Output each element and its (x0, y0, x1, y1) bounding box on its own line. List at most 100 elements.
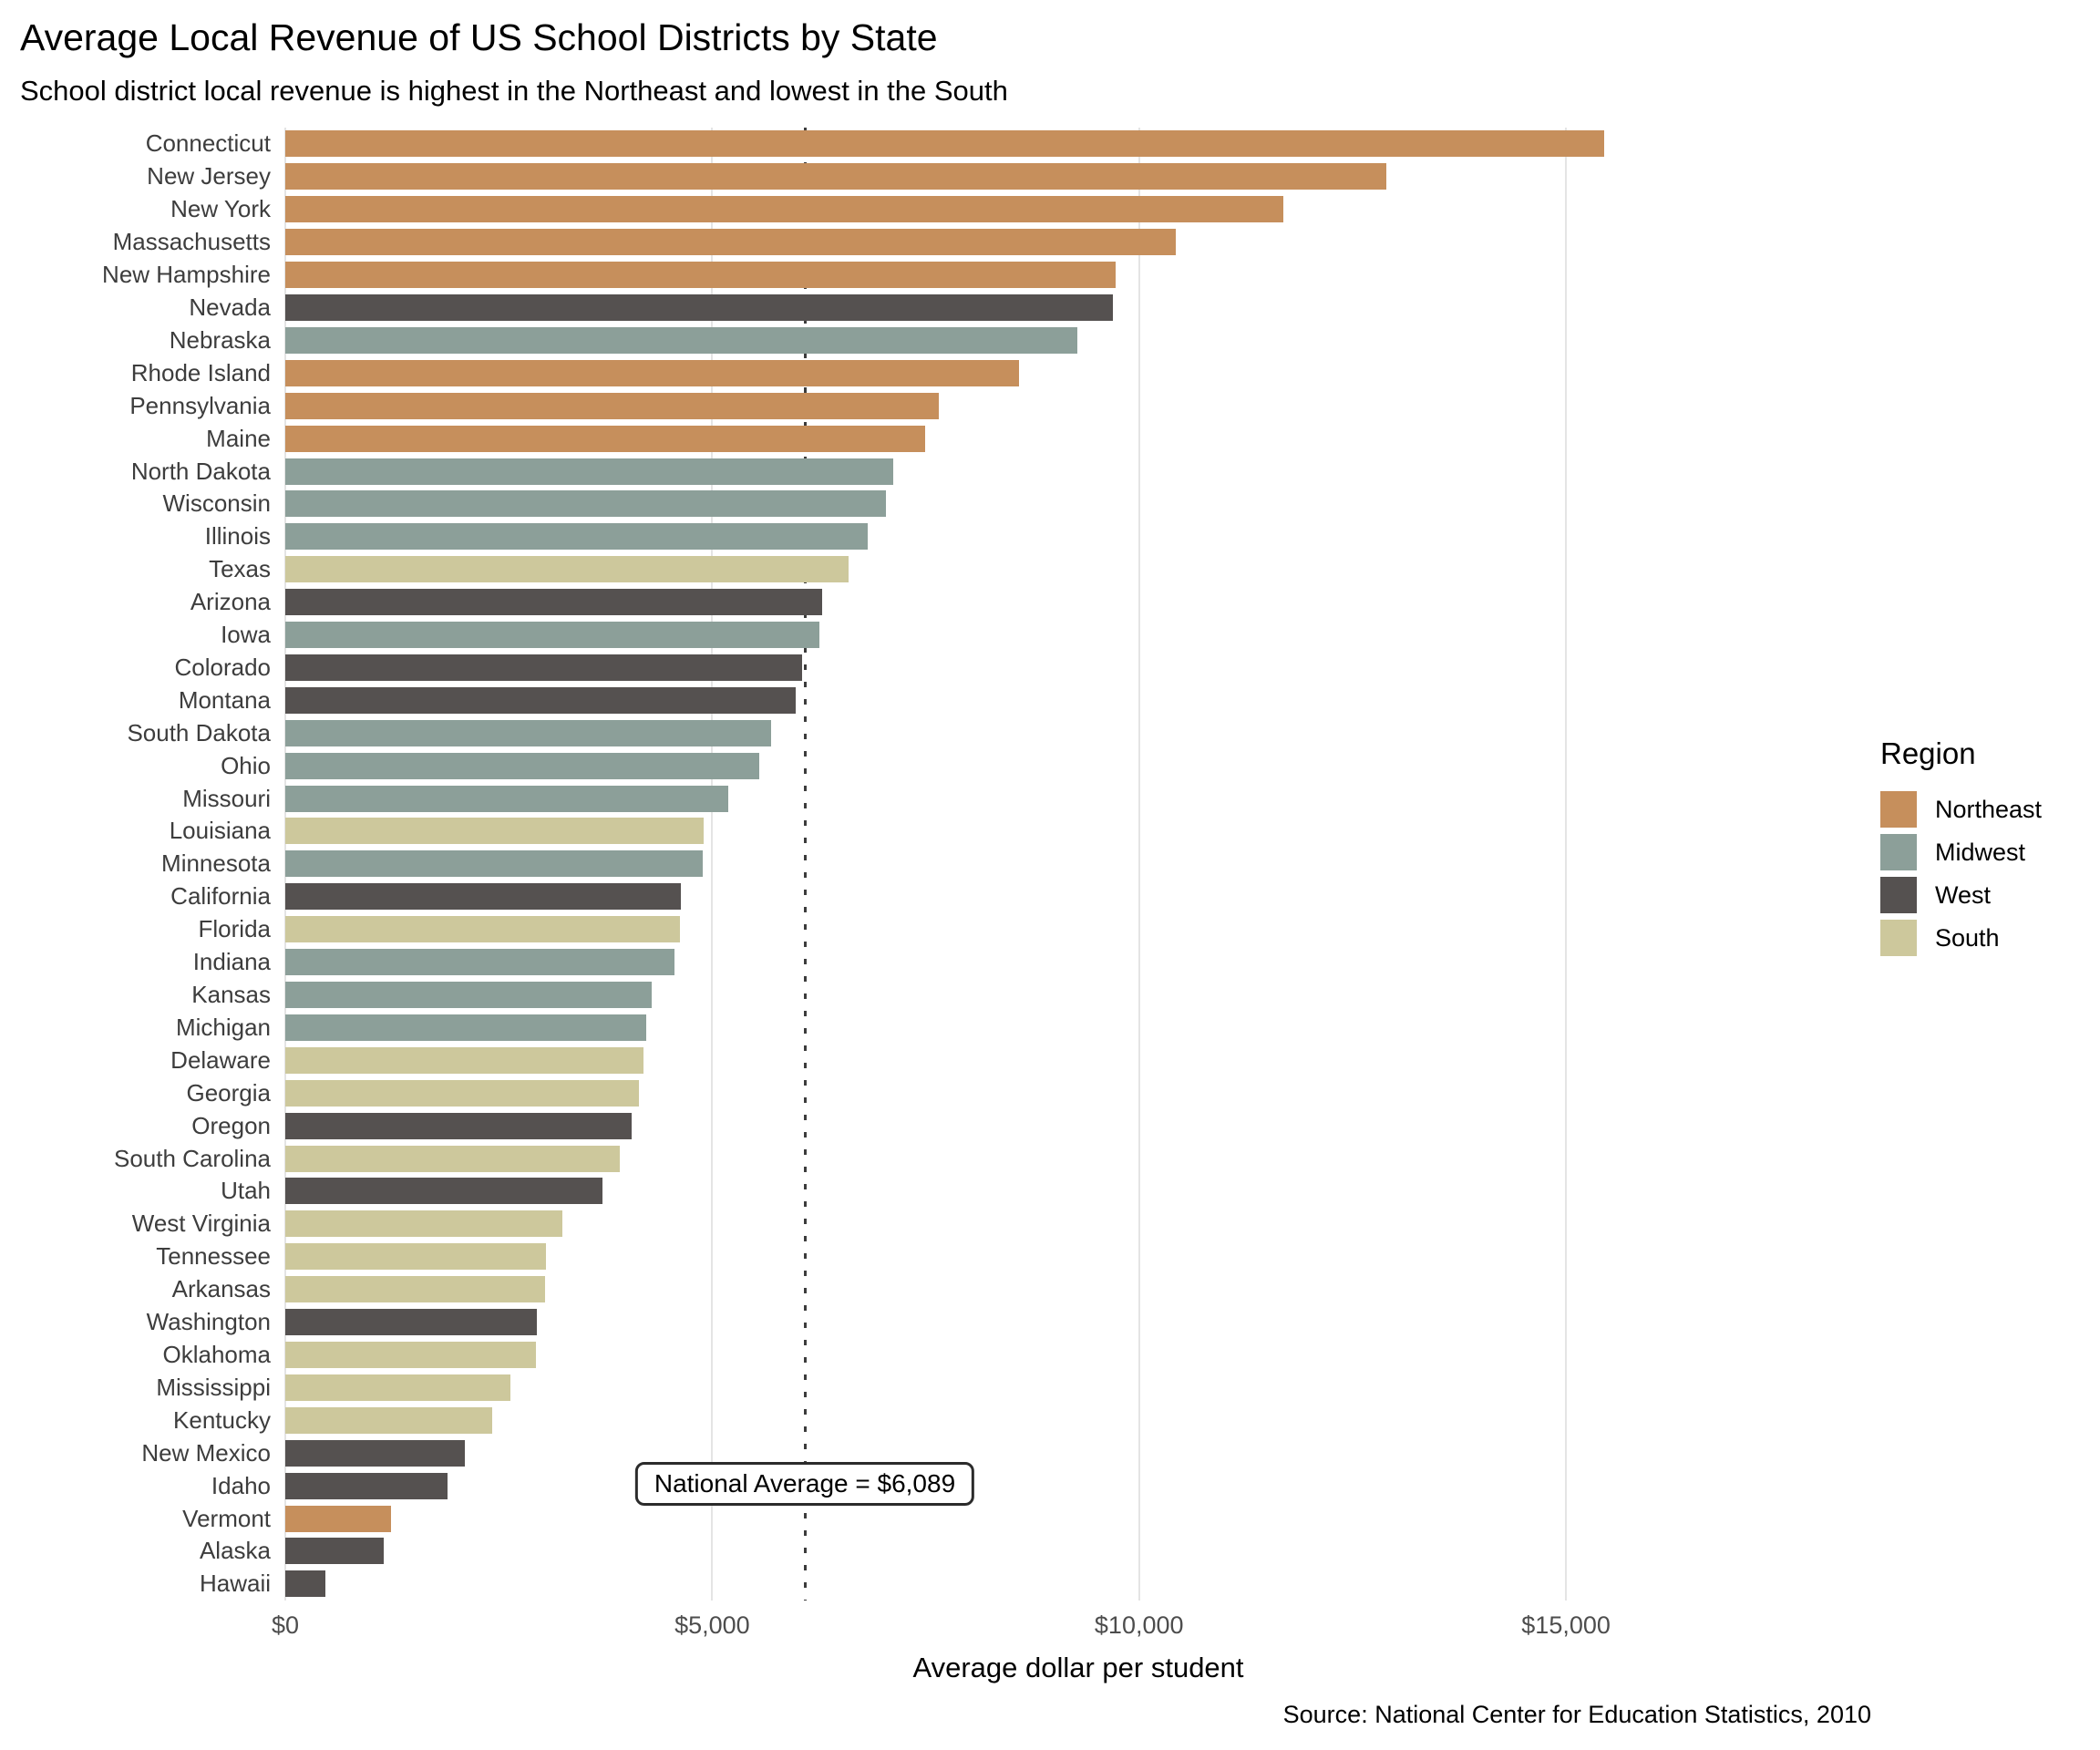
state-label: Delaware (170, 1045, 271, 1074)
gridline (1138, 128, 1140, 1601)
state-bar (285, 916, 680, 943)
state-label: Colorado (174, 653, 271, 681)
legend-title: Region (1880, 736, 1976, 770)
state-label: Vermont (182, 1504, 271, 1532)
state-bar (285, 654, 802, 681)
state-bar (285, 262, 1116, 289)
state-bar (285, 392, 939, 419)
state-row: Rhode Island (0, 356, 1871, 389)
legend-item: South (1880, 920, 2042, 956)
x-tick-label: $15,000 (1521, 1611, 1611, 1639)
state-row: Oklahoma (0, 1339, 1871, 1372)
state-bar (285, 686, 797, 714)
state-label: Kansas (191, 981, 271, 1009)
state-row: Nevada (0, 292, 1871, 324)
state-row: Mississippi (0, 1371, 1871, 1404)
state-label: Montana (178, 685, 271, 714)
state-row: Alaska (0, 1535, 1871, 1568)
state-row: Kansas (0, 979, 1871, 1012)
national-average-label: National Average = $6,089 (634, 1462, 975, 1506)
state-bar (285, 1145, 621, 1172)
state-row: Maine (0, 422, 1871, 455)
state-row: Massachusetts (0, 226, 1871, 259)
state-bar (285, 622, 820, 649)
state-bar (285, 1276, 545, 1303)
state-bar (285, 1243, 546, 1271)
state-row: Pennsylvania (0, 389, 1871, 422)
state-bar (285, 1178, 603, 1205)
state-row: New Hampshire (0, 259, 1871, 292)
state-label: California (170, 882, 271, 911)
state-row: Washington (0, 1306, 1871, 1339)
state-row: Hawaii (0, 1568, 1871, 1601)
legend-item: Midwest (1880, 834, 2042, 870)
plot-area: Connecticut New Jersey New York Massachuset… (0, 128, 1871, 1601)
state-bar (285, 719, 771, 746)
state-row: Vermont (0, 1502, 1871, 1535)
state-label: Idaho (211, 1471, 271, 1499)
state-row: Montana (0, 684, 1871, 716)
state-label: Tennessee (156, 1242, 271, 1271)
state-row: Utah (0, 1175, 1871, 1208)
state-row: Delaware (0, 1044, 1871, 1076)
state-bar (285, 1046, 644, 1074)
state-label: Nevada (189, 293, 271, 321)
legend-label: South (1935, 923, 2000, 952)
state-label: Washington (146, 1308, 271, 1336)
state-bar (285, 982, 652, 1009)
state-row: Nebraska (0, 324, 1871, 356)
legend-label: Midwest (1935, 838, 2026, 866)
state-row: Georgia (0, 1076, 1871, 1109)
state-bar (285, 1439, 465, 1467)
state-row: Louisiana (0, 815, 1871, 848)
state-label: Ohio (221, 751, 271, 779)
national-average-line (804, 128, 808, 1601)
state-label: Michigan (175, 1013, 271, 1041)
bar-rows: Connecticut New Jersey New York Massachuset… (0, 128, 1871, 1601)
state-bar (285, 949, 675, 976)
state-row: Texas (0, 553, 1871, 586)
state-label: Georgia (186, 1078, 272, 1107)
state-bar (285, 1014, 647, 1041)
state-bar (285, 163, 1387, 190)
x-axis-ticks: $0 $5,000 $10,000 $15,000 (272, 1611, 1871, 1644)
state-bar (285, 785, 729, 812)
state-label: South Carolina (114, 1144, 271, 1172)
legend-swatch (1880, 877, 1917, 913)
state-bar (285, 458, 893, 485)
state-bar (285, 752, 759, 779)
state-label: Mississippi (156, 1373, 271, 1401)
state-bar (285, 130, 1605, 158)
state-bar (285, 1570, 326, 1598)
state-label: New Mexico (141, 1438, 271, 1467)
state-row: Tennessee (0, 1240, 1871, 1273)
state-label: New Hampshire (102, 261, 271, 289)
legend-swatch (1880, 791, 1917, 828)
state-label: New Jersey (147, 162, 271, 190)
state-label: Louisiana (169, 817, 271, 845)
state-label: Kentucky (173, 1405, 271, 1434)
state-bar (285, 1210, 562, 1238)
state-label: Hawaii (199, 1570, 271, 1598)
state-row: California (0, 880, 1871, 913)
state-label: Missouri (182, 784, 271, 812)
gridline (711, 128, 714, 1601)
state-bar (285, 293, 1113, 321)
state-bar (285, 1374, 511, 1401)
state-label: Oregon (191, 1111, 271, 1139)
state-bar (285, 1079, 639, 1107)
chart-title: Average Local Revenue of US School Distr… (20, 16, 938, 58)
state-label: Rhode Island (130, 358, 271, 386)
state-bar (285, 1112, 633, 1139)
state-row: Illinois (0, 520, 1871, 553)
x-tick-label: $0 (271, 1611, 300, 1639)
state-row: Indiana (0, 946, 1871, 979)
legend: Region Northeast Midwest West South (1880, 736, 2042, 962)
state-label: Illinois (204, 522, 271, 551)
state-bar (285, 326, 1078, 354)
state-bar (285, 818, 704, 845)
state-label: Pennsylvania (129, 391, 271, 419)
state-row: Minnesota (0, 848, 1871, 880)
state-bar (285, 425, 925, 452)
state-row: Idaho (0, 1469, 1871, 1502)
